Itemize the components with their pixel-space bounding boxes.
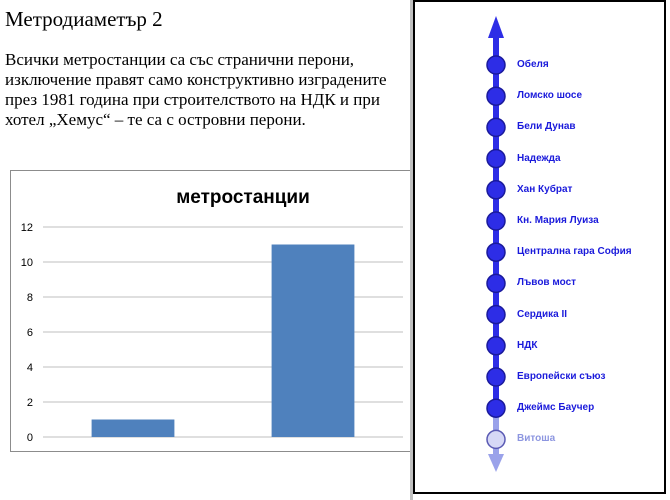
station-marker — [486, 367, 506, 387]
bar-chart: метростанции 02468101220032012 — [21, 187, 403, 444]
station-marker — [486, 86, 506, 106]
station-marker — [486, 398, 506, 418]
station-marker — [486, 242, 506, 262]
station-label: Бели Дунав — [517, 121, 576, 133]
y-tick-label: 2 — [27, 397, 33, 409]
metro-line-diagram — [486, 16, 506, 472]
station-label: Лъвов мост — [517, 277, 577, 289]
station-label: Кн. Мария Луиза — [517, 215, 599, 226]
arrow-up-icon — [488, 16, 504, 38]
y-tick-label: 4 — [27, 362, 33, 374]
station-marker — [486, 148, 506, 169]
chart-title: метростанции — [176, 187, 310, 208]
station-marker — [486, 211, 506, 231]
y-tick-label: 8 — [27, 292, 33, 304]
chart-frame: метростанции 02468101220032012 — [10, 170, 412, 452]
station-marker — [486, 429, 506, 450]
slide-title: Метродиаметър 2 — [5, 7, 163, 31]
y-tick-label: 6 — [27, 327, 33, 339]
slide-body-text: Всички метростанции са със странични пер… — [5, 50, 387, 129]
station-label: Надежда — [517, 152, 561, 164]
station-label: Джеймс Баучер — [517, 402, 595, 414]
station-marker — [486, 304, 506, 325]
y-tick-label: 10 — [21, 257, 33, 269]
y-tick-label: 12 — [21, 222, 33, 234]
y-tick-label: 0 — [27, 432, 33, 444]
station-label: НДК — [517, 339, 538, 351]
station-marker — [486, 55, 506, 75]
panel-divider — [410, 0, 413, 500]
station-marker — [486, 180, 506, 200]
station-label: Централна гара София — [517, 246, 632, 258]
station-marker — [486, 336, 506, 356]
arrow-down-icon — [488, 454, 504, 472]
bar-2012 — [271, 244, 355, 437]
metro-line-map: Обеля Ломско шосе Бели Дунав Надежда Хан Куб… — [413, 0, 666, 494]
station-label: Ломско шосе — [517, 90, 583, 102]
bar-2003 — [91, 419, 175, 437]
station-label: Сердика II — [517, 308, 568, 320]
station-label: Хан Кубрат — [517, 183, 573, 195]
station-label: Витоша — [517, 433, 556, 445]
station-marker — [486, 273, 506, 294]
station-marker — [486, 117, 506, 138]
station-label: Европейски съюз — [517, 371, 606, 382]
station-label: Обеля — [517, 59, 549, 70]
